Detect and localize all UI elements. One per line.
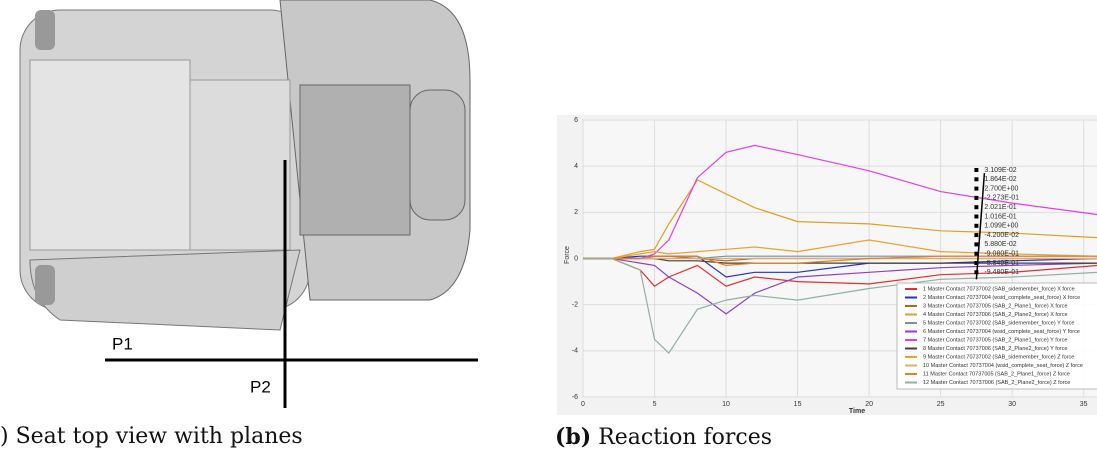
mount — [35, 265, 55, 305]
annotation-marker — [974, 223, 979, 228]
legend-label: 11 Master Contact 70737005 (SAB_2_Plane1… — [923, 371, 1070, 377]
annotation-label: 2.021E-01 — [984, 204, 1016, 211]
caption-label: (b) — [555, 424, 592, 450]
x-tick-label: 5 — [653, 401, 657, 408]
annotation-marker — [974, 177, 979, 182]
legend-label: 12 Master Contact 70737006 (SAB_2_Plane2… — [923, 380, 1070, 386]
annotation-label: 1.099E+00 — [984, 223, 1018, 230]
x-tick-label: 20 — [865, 401, 873, 408]
legend-label: 7 Master Contact 70737005 (SAB_2_Plane1_… — [923, 337, 1067, 343]
annotation-marker — [974, 233, 979, 238]
annotation-marker — [974, 186, 979, 191]
annotation-label: 1.864E-02 — [984, 176, 1016, 183]
annotation-marker — [974, 251, 979, 256]
annotation-label: -2.273E-01 — [984, 195, 1019, 202]
annotation-label: 3.109E-02 — [984, 167, 1016, 174]
annotation-label: -4.200E-02 — [984, 232, 1019, 239]
legend-label: 9 Master Contact 70737002 (SAB_sidemembe… — [923, 354, 1074, 360]
y-tick-label: 6 — [574, 117, 578, 124]
seat-cushion — [189, 79, 291, 251]
series-line — [583, 179, 1097, 260]
x-tick-label: 10 — [722, 401, 730, 408]
annotation-marker — [974, 168, 979, 172]
x-tick-label: 25 — [937, 401, 945, 408]
annotation-marker — [974, 205, 979, 210]
annotation-label: 1.016E-01 — [984, 213, 1016, 220]
y-tick-label: -2 — [572, 302, 578, 309]
seat-frame — [299, 84, 411, 236]
y-tick-label: 2 — [574, 209, 578, 216]
annotation-marker — [974, 270, 979, 275]
series-line — [583, 257, 1097, 315]
annotation-label: -9.080E-01 — [984, 251, 1019, 258]
y-tick-label: -6 — [572, 394, 578, 401]
annotation-marker — [974, 195, 979, 200]
y-tick-label: -4 — [572, 348, 578, 355]
annotation-marker — [974, 214, 979, 219]
annotation-label: 5.880E-02 — [984, 241, 1016, 248]
mount — [35, 10, 55, 50]
side-bolster — [29, 249, 301, 331]
x-axis-label: Time — [849, 408, 865, 415]
y-tick-label: 0 — [574, 255, 578, 262]
legend-label: 3 Master Contact 70737005 (SAB_2_Plane1_… — [923, 303, 1068, 309]
plane-label: P1 — [112, 334, 133, 353]
annotation-marker — [974, 242, 979, 247]
legend-label: 2 Master Contact 70737004 (wsid_complete… — [923, 295, 1080, 301]
annotation-label: -5.849E-01 — [984, 260, 1019, 267]
caption-a: ) Seat top view with planes — [0, 424, 303, 449]
y-tick-label: 4 — [574, 163, 578, 170]
plane-label: P2 — [250, 377, 271, 396]
annotation-label: 2.700E+00 — [984, 185, 1018, 192]
seat-cushion — [29, 59, 191, 251]
legend-label: 4 Master Contact 70737006 (SAB_2_Plane2_… — [923, 312, 1068, 318]
x-tick-label: 35 — [1080, 401, 1088, 408]
caption-text: Reaction forces — [598, 425, 773, 450]
chart: Force Time -6 -4 -2 0 2 4 6 0 5 10 15 20 25 30 35 3.109… — [557, 115, 1097, 415]
headrest — [409, 89, 466, 221]
legend-label: 10 Master Contact 70737004 (wsid_complet… — [923, 363, 1083, 369]
seat-image: P1 P2 — [19, 0, 478, 408]
annotation-label: -9.480E-01 — [984, 269, 1019, 276]
series-line — [583, 257, 1097, 355]
legend-label: 8 Master Contact 70737006 (SAB_2_Plane2_… — [923, 346, 1067, 352]
annotation-marker — [974, 261, 979, 265]
x-tick-label: 15 — [794, 401, 802, 408]
legend-label: 6 Master Contact 70737004 (wsid_complete… — [923, 329, 1080, 335]
x-tick-label: 0 — [581, 401, 585, 408]
y-axis-label: Force — [564, 246, 571, 264]
series-line — [583, 239, 1097, 260]
legend-label: 5 Master Contact 70737002 (SAB_sidemembe… — [923, 320, 1074, 326]
legend-box — [896, 282, 1097, 390]
caption-b: (b) Reaction forces — [555, 424, 772, 450]
legend-label: 1 Master Contact 70737002 (SAB_sidemembe… — [923, 286, 1075, 292]
x-tick-label: 30 — [1008, 401, 1016, 408]
series-line — [583, 255, 1097, 267]
